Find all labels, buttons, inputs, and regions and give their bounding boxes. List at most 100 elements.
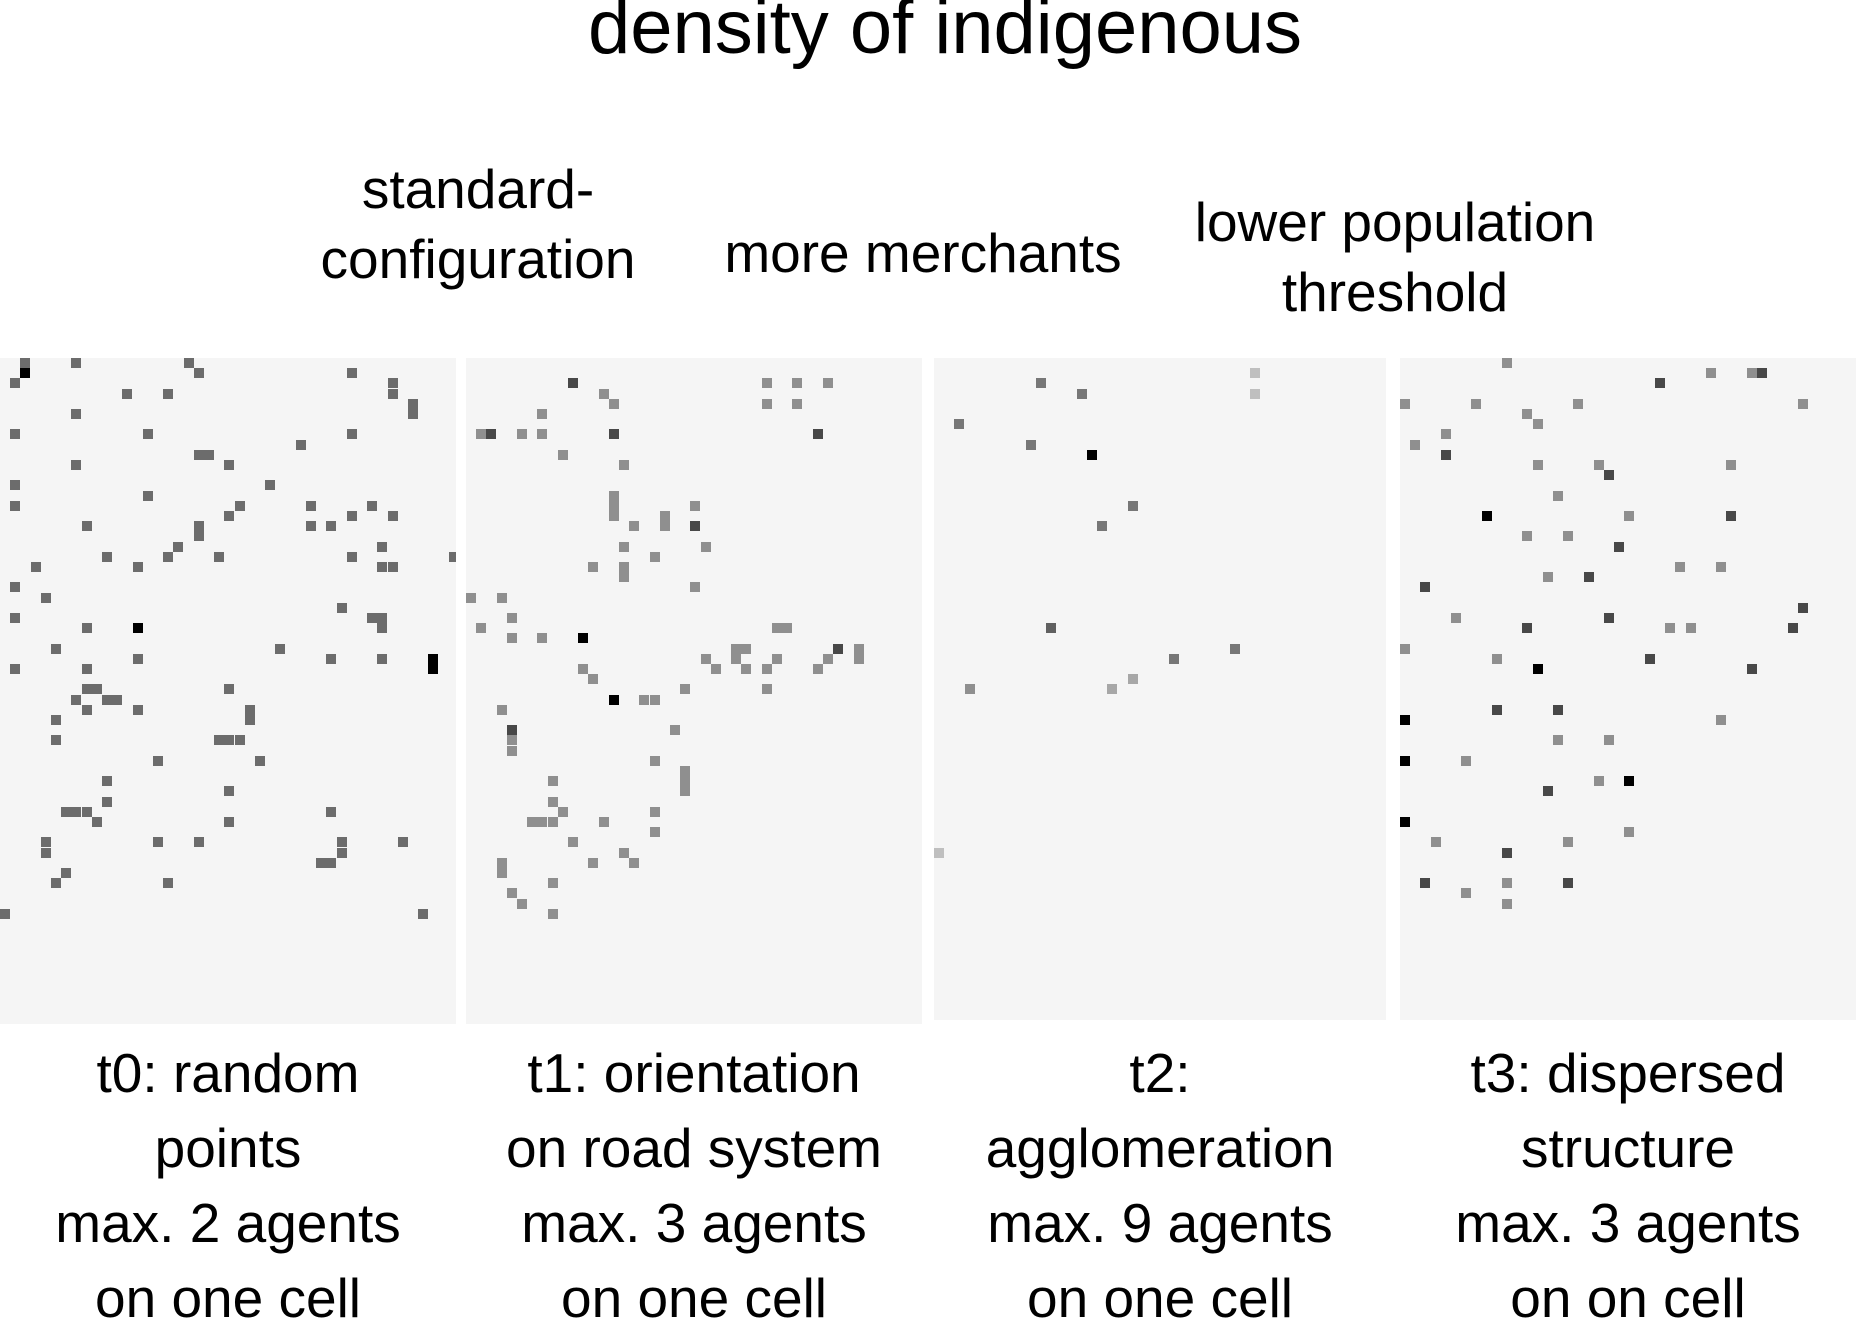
density-cell bbox=[1614, 541, 1625, 552]
density-cell bbox=[537, 633, 548, 644]
density-cell bbox=[306, 521, 316, 532]
density-cell bbox=[367, 500, 378, 511]
density-cell bbox=[71, 694, 82, 705]
figure-title: density of indigenous bbox=[587, 0, 1303, 70]
density-cell bbox=[326, 857, 337, 868]
density-cell bbox=[1400, 643, 1410, 654]
density-cell bbox=[234, 500, 245, 511]
density-cell bbox=[1542, 786, 1553, 797]
density-cell bbox=[71, 806, 82, 817]
density-cell bbox=[772, 623, 782, 634]
density-cell bbox=[1420, 878, 1431, 889]
density-cell bbox=[408, 409, 418, 419]
density-cell bbox=[710, 664, 721, 674]
density-cell bbox=[1440, 429, 1451, 440]
density-cell bbox=[608, 500, 619, 511]
header-lower-population-threshold: lower population threshold bbox=[1194, 191, 1596, 323]
density-cell bbox=[547, 878, 558, 889]
density-cell bbox=[40, 592, 51, 603]
density-cell bbox=[772, 653, 782, 664]
density-cell bbox=[1593, 460, 1604, 470]
density-cell bbox=[142, 429, 153, 440]
density-cell bbox=[578, 664, 589, 674]
density-cell bbox=[71, 409, 82, 419]
density-cell bbox=[690, 521, 701, 532]
density-cell bbox=[1087, 449, 1097, 460]
density-cell bbox=[629, 857, 640, 868]
density-cell bbox=[20, 368, 31, 379]
caption-t1: t1: orientation on road system max. 3 ag… bbox=[505, 1042, 882, 1329]
density-cell bbox=[670, 725, 680, 736]
density-cell bbox=[183, 358, 194, 368]
density-cell bbox=[588, 857, 599, 868]
density-cell bbox=[448, 551, 456, 562]
density-cell bbox=[102, 694, 112, 705]
density-cell bbox=[1624, 511, 1635, 521]
density-cell bbox=[690, 582, 701, 593]
density-cell bbox=[428, 664, 439, 674]
density-cell bbox=[1716, 562, 1727, 572]
density-cell bbox=[377, 623, 388, 634]
density-cell bbox=[346, 511, 357, 521]
density-cell bbox=[81, 806, 92, 817]
density-cell bbox=[761, 378, 772, 389]
density-cell bbox=[1250, 368, 1261, 379]
density-cell bbox=[1604, 613, 1614, 623]
density-cell bbox=[1563, 837, 1574, 848]
density-cell bbox=[1168, 653, 1179, 664]
density-cell bbox=[81, 684, 92, 695]
density-cell bbox=[40, 837, 51, 848]
density-cell bbox=[964, 684, 975, 695]
density-cell bbox=[224, 735, 235, 746]
density-cell bbox=[346, 429, 357, 440]
density-cell bbox=[91, 684, 102, 695]
density-cell bbox=[649, 827, 660, 838]
density-cell bbox=[1624, 827, 1635, 838]
density-cell bbox=[193, 521, 204, 532]
density-grid-t2 bbox=[934, 358, 1386, 1020]
density-cell bbox=[1604, 735, 1614, 746]
density-cell bbox=[10, 582, 21, 593]
header-standard-configuration: standard- configuration bbox=[320, 158, 636, 290]
density-cell bbox=[1563, 878, 1574, 889]
density-cell bbox=[506, 613, 517, 623]
density-cell bbox=[690, 500, 701, 511]
density-cell bbox=[598, 817, 609, 827]
density-cell bbox=[81, 664, 92, 674]
density-cell bbox=[588, 674, 599, 685]
density-cell bbox=[326, 653, 337, 664]
density-cell bbox=[792, 398, 803, 409]
density-cell bbox=[204, 449, 214, 460]
density-cell bbox=[20, 358, 31, 368]
density-cell bbox=[387, 378, 398, 389]
density-cell bbox=[486, 429, 497, 440]
density-cell bbox=[142, 490, 153, 501]
density-cell bbox=[81, 623, 92, 634]
density-cell bbox=[680, 684, 691, 695]
density-cell bbox=[782, 623, 793, 634]
density-cell bbox=[377, 562, 388, 572]
density-cell bbox=[619, 562, 629, 572]
density-cell bbox=[1757, 368, 1767, 379]
density-cell bbox=[506, 725, 517, 736]
density-cell bbox=[102, 551, 112, 562]
density-cell bbox=[1400, 715, 1410, 725]
density-cell bbox=[527, 817, 538, 827]
density-cell bbox=[1675, 562, 1686, 572]
density-cell bbox=[10, 480, 21, 491]
density-grid-t0 bbox=[0, 358, 456, 1024]
density-cell bbox=[741, 664, 752, 674]
density-cell bbox=[1076, 388, 1087, 399]
density-cell bbox=[1787, 623, 1798, 634]
density-cell bbox=[1797, 602, 1808, 613]
density-cell bbox=[387, 511, 398, 521]
density-cell bbox=[557, 806, 568, 817]
density-cell bbox=[1127, 500, 1138, 511]
density-cell bbox=[244, 715, 255, 725]
density-cell bbox=[224, 511, 235, 521]
density-cell bbox=[649, 755, 660, 766]
density-cell bbox=[547, 817, 558, 827]
density-cell bbox=[1716, 715, 1727, 725]
density-cell bbox=[40, 847, 51, 858]
density-cell bbox=[598, 388, 609, 399]
